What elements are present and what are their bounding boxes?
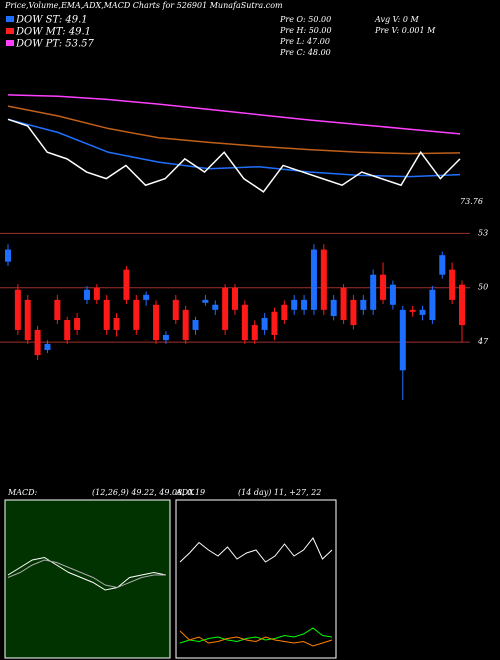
chart-title: Price,Volume,EMA,ADX,MACD Charts for 526… xyxy=(4,1,283,10)
candle-body xyxy=(133,299,140,330)
candle-body xyxy=(409,309,416,312)
candle-body xyxy=(370,274,377,310)
candle-body xyxy=(64,319,71,341)
candle-body xyxy=(271,311,278,336)
candle-body xyxy=(261,317,268,330)
candle-body xyxy=(44,343,51,351)
candle-body xyxy=(429,289,436,320)
candle-body xyxy=(74,317,81,330)
candle-body xyxy=(113,317,120,330)
annotation: 73.76 xyxy=(460,197,483,206)
line-series xyxy=(7,556,167,591)
candle-body xyxy=(301,299,308,310)
line-series xyxy=(7,94,461,135)
adx-panel xyxy=(175,499,337,659)
candle-body xyxy=(399,309,406,371)
candle-body xyxy=(14,289,21,330)
line-series xyxy=(7,559,166,589)
y-tick-label: 47 xyxy=(477,337,489,346)
candle-body xyxy=(291,299,298,310)
candle-body xyxy=(54,299,61,320)
candle-body xyxy=(241,304,248,341)
candle-body xyxy=(320,249,327,310)
legend-label: DOW MT: 49.1 xyxy=(15,27,91,38)
line-series xyxy=(7,118,461,178)
candle-body xyxy=(439,255,446,275)
line-series xyxy=(179,630,333,647)
legend-label: DOW PT: 53.57 xyxy=(15,39,95,50)
candle-body xyxy=(162,335,169,341)
macd-panel xyxy=(4,499,171,659)
legend-swatch xyxy=(6,40,14,46)
info-text: Pre O: 50.00 xyxy=(279,15,331,24)
candle-body xyxy=(93,287,100,300)
info-text: Pre L: 47.00 xyxy=(279,37,330,46)
macd-params: (12,26,9) 49.22, 49.08, 0.19 xyxy=(92,488,205,497)
candle-body xyxy=(83,289,90,300)
candle-body xyxy=(202,299,209,303)
candle-body xyxy=(360,299,367,310)
candle-body xyxy=(419,309,426,315)
candle-body xyxy=(232,287,238,310)
line-series xyxy=(7,118,461,193)
legend-swatch xyxy=(6,28,14,34)
candle-body xyxy=(153,304,160,341)
candle-body xyxy=(380,274,387,300)
candle-body xyxy=(222,287,229,330)
candle-body xyxy=(182,309,189,341)
candle-body xyxy=(192,319,199,330)
macd-label: MACD: xyxy=(7,488,38,497)
adx-params: (14 day) 11, +27, 22 xyxy=(238,488,321,497)
y-tick-label: 50 xyxy=(478,283,488,292)
candle-body xyxy=(350,299,357,326)
candle-body xyxy=(172,299,179,320)
candle-body xyxy=(251,325,258,341)
legend-label: DOW ST: 49.1 xyxy=(15,15,88,26)
candle-body xyxy=(310,249,317,310)
info-text: Avg V: 0 M xyxy=(374,15,419,24)
legend-swatch xyxy=(6,16,14,22)
candle-body xyxy=(24,299,31,341)
candle-body xyxy=(34,329,41,356)
candle-body xyxy=(330,299,337,316)
candle-body xyxy=(281,304,288,320)
info-text: Pre C: 48.00 xyxy=(279,48,331,57)
candle-body xyxy=(123,269,130,300)
candle-body xyxy=(103,299,110,330)
candle-body xyxy=(143,294,150,300)
adx-label: ADX xyxy=(175,488,194,497)
candle-body xyxy=(5,249,11,262)
candle-body xyxy=(449,269,456,300)
candle-body xyxy=(459,284,465,326)
info-text: Pre V: 0.001 M xyxy=(374,26,436,35)
y-tick-label: 53 xyxy=(478,228,488,237)
candle-body xyxy=(340,287,347,320)
line-series xyxy=(179,537,333,563)
line-series xyxy=(7,105,461,155)
candle-body xyxy=(389,284,396,305)
line-series xyxy=(179,627,333,644)
info-text: Pre H: 50.00 xyxy=(279,26,332,35)
candle-body xyxy=(212,304,219,310)
